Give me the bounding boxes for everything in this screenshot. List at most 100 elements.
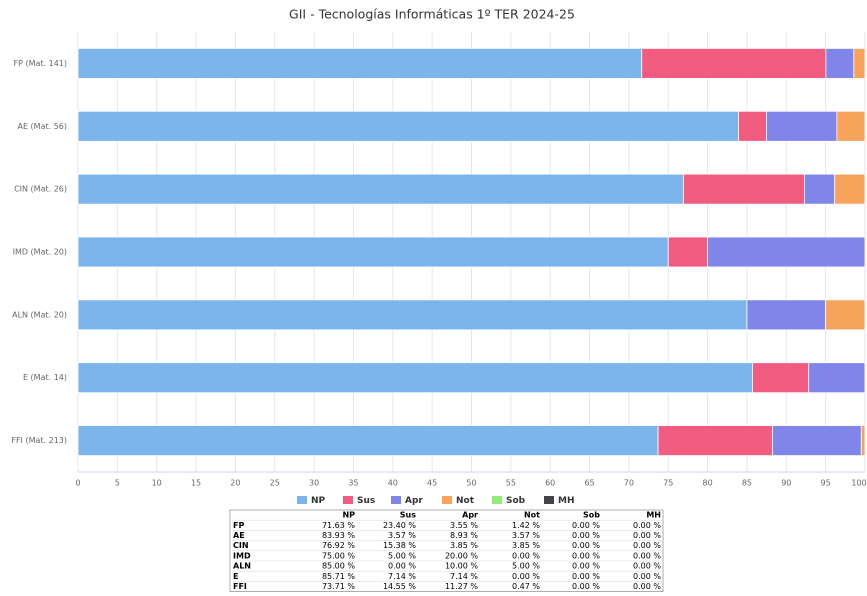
table-cell: 0.00 % <box>633 541 661 550</box>
bar-segment <box>641 48 827 79</box>
bar-segment <box>834 173 866 205</box>
table-row-label: IMD <box>233 551 251 560</box>
table-row-label: CIN <box>233 541 249 550</box>
table-cell: 3.57 % <box>512 531 540 540</box>
legend-label: MH <box>558 496 575 506</box>
legend-swatch <box>391 496 401 504</box>
table-cell: 0.00 % <box>572 572 600 581</box>
table-cell: 0.00 % <box>572 582 600 591</box>
table-cell: 0.00 % <box>633 531 661 540</box>
x-tick-label: 35 <box>348 479 358 488</box>
table-cell: 0.00 % <box>572 551 600 560</box>
legend-swatch <box>442 496 452 504</box>
table-cell: 0.00 % <box>512 572 540 581</box>
table-cell: 10.00 % <box>445 562 478 571</box>
legend-swatch <box>343 496 353 504</box>
table-cell: 0.00 % <box>633 521 661 530</box>
x-tick-label: 65 <box>584 479 594 488</box>
bar-segment <box>825 48 855 79</box>
table-cell: 15.38 % <box>383 541 416 550</box>
bar-segment <box>804 173 836 205</box>
bar-segment <box>657 425 774 456</box>
table-cell: 3.57 % <box>388 531 416 540</box>
bar-segment <box>836 110 866 142</box>
table-cell: 1.42 % <box>512 521 540 530</box>
table-cell: 83.93 % <box>322 531 355 540</box>
x-tick-label: 75 <box>663 479 673 488</box>
bar-segment <box>707 236 866 268</box>
table-cell: 11.27 % <box>445 582 478 591</box>
x-tick-label: 100 <box>851 479 866 488</box>
table-cell: 73.71 % <box>322 582 355 591</box>
legend-swatch <box>297 496 307 504</box>
table-cell: 0.00 % <box>388 562 416 571</box>
table-cell: 7.14 % <box>450 572 478 581</box>
table-cell: 5.00 % <box>388 551 416 560</box>
x-tick-label: 5 <box>115 479 120 488</box>
table-row-label: FFI <box>233 582 247 591</box>
x-tick-label: 10 <box>152 479 162 488</box>
table-cell: 0.00 % <box>572 531 600 540</box>
x-tick-label: 90 <box>781 479 791 488</box>
bar-segment <box>667 236 708 268</box>
x-tick-label: 15 <box>191 479 201 488</box>
table-cell: 3.55 % <box>450 521 478 530</box>
bar-segment <box>853 48 866 79</box>
bar-segment <box>77 236 669 268</box>
bar-segment <box>746 299 827 331</box>
y-tick-label: IMD (Mat. 20) <box>13 248 67 257</box>
table-header: Not <box>524 511 540 520</box>
table-header: NP <box>342 511 355 520</box>
legend-swatch <box>492 496 502 504</box>
table-header: Sus <box>400 511 416 520</box>
x-tick-label: 45 <box>427 479 437 488</box>
y-tick-label: AE (Mat. 56) <box>17 122 67 131</box>
table-header: Apr <box>462 511 478 520</box>
table-cell: 0.00 % <box>572 562 600 571</box>
y-tick-label: FP (Mat. 141) <box>13 59 67 68</box>
x-tick-label: 25 <box>270 479 280 488</box>
table-cell: 8.93 % <box>450 531 478 540</box>
bar-segment <box>77 173 684 205</box>
table-cell: 5.00 % <box>512 562 540 571</box>
x-tick-label: 55 <box>506 479 516 488</box>
legend-label: Not <box>456 496 475 506</box>
bar-segment <box>682 173 805 205</box>
table-cell: 0.00 % <box>572 521 600 530</box>
table-cell: 0.00 % <box>633 572 661 581</box>
legend-label: NP <box>311 496 326 506</box>
table-cell: 14.55 % <box>383 582 416 591</box>
table-cell: 20.00 % <box>445 551 478 560</box>
bar-segment <box>77 48 643 79</box>
table-cell: 0.00 % <box>633 582 661 591</box>
bar-segment <box>808 362 866 394</box>
table-row-label: E <box>233 572 238 581</box>
x-tick-label: 50 <box>466 479 476 488</box>
table-cell: 0.00 % <box>633 562 661 571</box>
bar-segment <box>738 110 768 142</box>
bar-segment <box>77 299 748 331</box>
table-cell: 7.14 % <box>388 572 416 581</box>
legend-label: Sus <box>357 496 375 506</box>
chart-title: GII - Tecnologías Informáticas 1º TER 20… <box>289 7 575 22</box>
y-tick-label: ALN (Mat. 20) <box>12 310 67 319</box>
bar-segment <box>752 362 810 394</box>
table-cell: 23.40 % <box>383 521 416 530</box>
table-cell: 0.47 % <box>512 582 540 591</box>
table-cell: 71.63 % <box>322 521 355 530</box>
legend-label: Apr <box>405 496 423 506</box>
legend-label: Sob <box>506 496 526 506</box>
legend-swatch <box>544 496 554 504</box>
bar-segment <box>860 425 866 456</box>
bar-segment <box>77 362 753 394</box>
y-tick-label: FFI (Mat. 213) <box>11 436 67 445</box>
y-tick-label: CIN (Mat. 26) <box>14 185 67 194</box>
x-tick-label: 85 <box>742 479 752 488</box>
x-tick-label: 20 <box>230 479 240 488</box>
x-tick-label: 70 <box>624 479 634 488</box>
bar-segment <box>766 110 838 142</box>
x-tick-label: 40 <box>388 479 398 488</box>
x-tick-label: 60 <box>545 479 555 488</box>
table-cell: 3.85 % <box>450 541 478 550</box>
table-cell: 0.00 % <box>633 551 661 560</box>
